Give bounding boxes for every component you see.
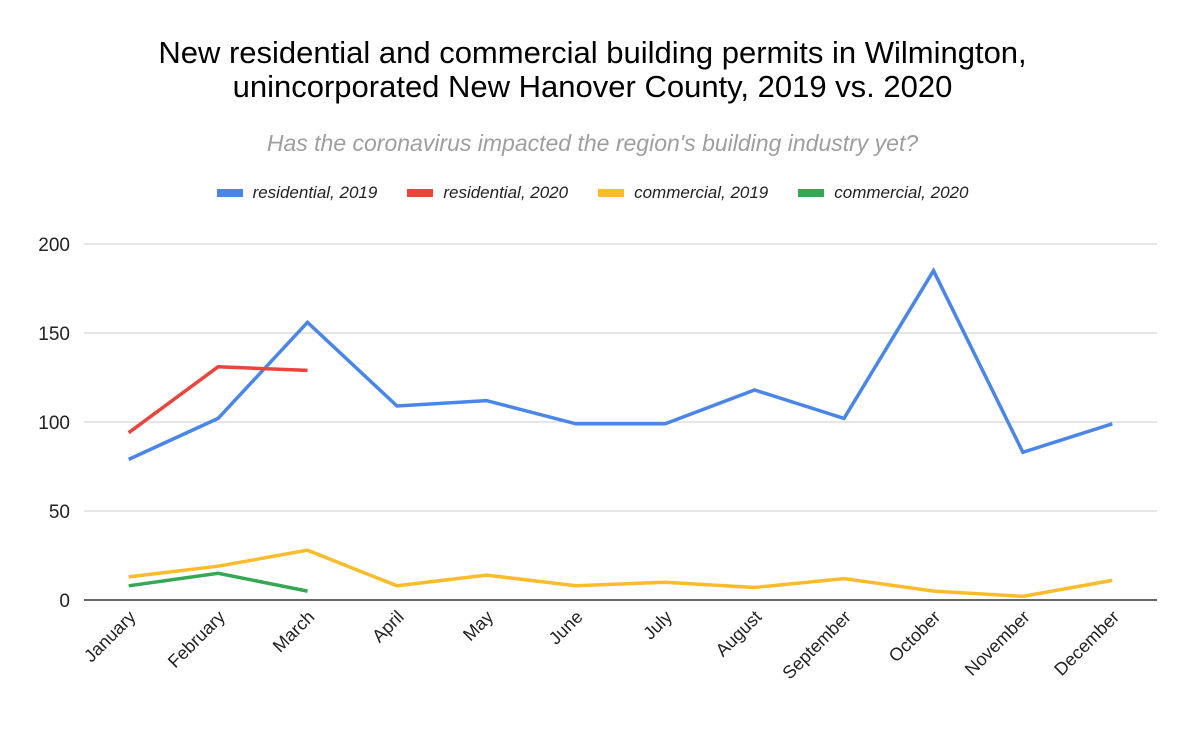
x-tick-label: June	[545, 607, 587, 649]
legend-label: commercial, 2019	[634, 183, 769, 202]
chart-title-line-1: New residential and commercial building …	[158, 35, 1027, 70]
legend-label: residential, 2019	[252, 183, 378, 202]
series-line-residential-2020	[127, 365, 308, 435]
x-tick-label: August	[712, 607, 766, 661]
x-tick-label: November	[961, 607, 1034, 680]
y-tick-label: 0	[59, 591, 70, 612]
legend-item-residential-2019[interactable]: residential, 2019	[216, 183, 378, 203]
legend-item-residential-2020[interactable]: residential, 2020	[407, 183, 568, 203]
legend-swatch	[407, 189, 434, 197]
series-line-commercial-2019	[128, 548, 1113, 599]
y-tick-label: 150	[38, 324, 70, 345]
x-tick-label: May	[459, 607, 497, 645]
x-tick-label: March	[269, 607, 319, 657]
y-tick-label: 50	[49, 502, 70, 523]
legend: residential, 2019 residential, 2020 comm…	[0, 183, 1185, 203]
chart-title: New residential and commercial building …	[0, 36, 1185, 104]
legend-swatch	[798, 189, 825, 197]
legend-label: commercial, 2020	[834, 183, 969, 202]
legend-swatch	[598, 189, 625, 197]
chart-title-line-2: unincorporated New Hanover County, 2019 …	[232, 69, 953, 104]
x-tick-label: February	[164, 607, 229, 672]
x-tick-label: July	[639, 607, 676, 644]
legend-swatch	[216, 189, 243, 197]
legend-item-commercial-2019[interactable]: commercial, 2019	[598, 183, 768, 203]
x-tick-label: October	[885, 607, 944, 666]
series-line-commercial-2020	[128, 571, 308, 593]
legend-item-commercial-2020[interactable]: commercial, 2020	[798, 183, 968, 203]
x-tick-label: April	[368, 607, 408, 647]
legend-label: residential, 2020	[443, 183, 569, 202]
y-tick-label: 100	[38, 413, 70, 434]
series-line-residential-2019	[127, 267, 1113, 461]
y-tick-label: 200	[38, 235, 70, 256]
x-tick-label: December	[1050, 607, 1123, 680]
x-tick-label: January	[80, 607, 139, 666]
chart-subtitle: Has the coronavirus impacted the region'…	[266, 130, 919, 156]
x-tick-label: September	[778, 607, 854, 683]
